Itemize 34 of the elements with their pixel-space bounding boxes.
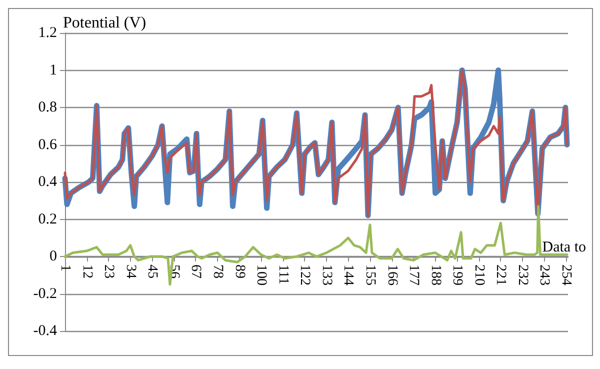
- x-tick-label: 221: [493, 264, 508, 286]
- x-tick-label: 67: [188, 264, 204, 278]
- x-tick-label: 232: [514, 264, 530, 286]
- x-tick-label: 210: [471, 264, 486, 286]
- y-tick-label: 0.4: [38, 174, 58, 190]
- x-tick-label: 199: [450, 264, 465, 286]
- y-tick-label: 1: [50, 62, 57, 78]
- x-tick-label: 243: [536, 264, 552, 286]
- x-tick-label: 111: [275, 264, 290, 284]
- x-tick-label: 188: [428, 264, 443, 286]
- y-tick-label: 0: [50, 248, 57, 264]
- x-tick-label: 34: [122, 264, 138, 278]
- annotation: Data to: [542, 240, 586, 256]
- y-axis-title: Potential (V): [63, 14, 146, 32]
- x-tick-label: 23: [101, 264, 116, 278]
- y-tick-label: -0.4: [33, 323, 58, 339]
- x-tick-label: 254: [558, 264, 574, 286]
- x-tick-label: 89: [232, 264, 247, 278]
- x-tick-label: 155: [362, 264, 378, 286]
- x-tick-label: 78: [210, 264, 225, 278]
- x-tick-label: 100: [254, 264, 269, 286]
- x-tick-label: 12: [79, 264, 94, 278]
- y-tick-label: 1.2: [38, 25, 57, 41]
- y-tick-label: 0.2: [38, 211, 57, 228]
- x-tick-label: 122: [297, 264, 312, 286]
- x-tick-label: 144: [340, 264, 356, 286]
- x-tick-label: 1: [58, 264, 72, 272]
- x-tick-label: 166: [384, 264, 400, 286]
- y-tick-label: 0.8: [38, 100, 57, 116]
- y-tick-label: -0.2: [33, 286, 57, 302]
- x-tick-label: 45: [144, 264, 160, 278]
- x-tick-label: 133: [318, 264, 334, 286]
- y-tick-label: 0.6: [38, 136, 58, 153]
- x-tick-label: 177: [406, 264, 422, 286]
